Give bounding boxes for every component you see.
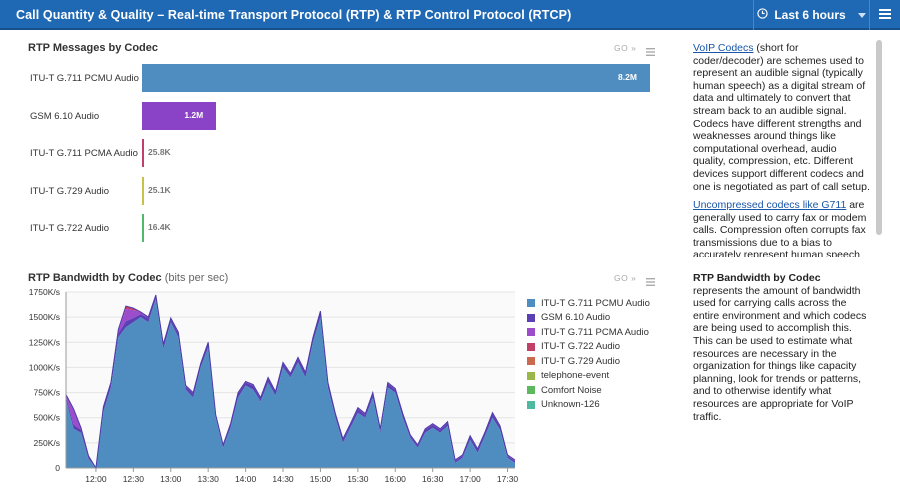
y-tick-label: 750K/s	[34, 388, 60, 398]
y-tick-label: 1500K/s	[29, 312, 60, 322]
x-tick-label: 13:00	[160, 474, 182, 484]
uncompressed-description-text: are generally used to carry fax or modem…	[693, 199, 867, 257]
legend-item[interactable]: telephone-event	[527, 369, 650, 384]
x-tick-label: 14:30	[272, 474, 294, 484]
bandwidth-panel-subtitle: (bits per sec)	[164, 272, 229, 284]
legend-swatch	[527, 386, 535, 395]
x-tick-label: 16:00	[385, 474, 407, 484]
time-range-dropdown[interactable]: Last 6 hours	[753, 0, 869, 30]
legend-label: ITU-T G.711 PCMU Audio	[541, 297, 650, 309]
legend-label: ITU-T G.711 PCMA Audio	[541, 326, 649, 338]
messages-panel-menu-icon[interactable]	[646, 43, 655, 61]
bar-value-label: 25.1K	[148, 184, 171, 195]
x-tick-label: 15:00	[310, 474, 332, 484]
bar-value-label: 8.2M	[618, 72, 637, 82]
bar-category-label: ITU-T G.711 PCMA Audio	[30, 148, 138, 160]
legend-item[interactable]: GSM 6.10 Audio	[527, 311, 650, 326]
x-tick-label: 15:30	[347, 474, 369, 484]
page-header: Call Quantity & Quality – Real-time Tran…	[0, 0, 900, 30]
y-tick-label: 500K/s	[34, 413, 60, 423]
codec-description-text: (short for coder/decoder) are schemes us…	[693, 42, 870, 193]
area-series	[66, 299, 515, 468]
time-range-label: Last 6 hours	[774, 8, 846, 22]
message-bar[interactable]	[142, 64, 650, 92]
y-tick-label: 1750K/s	[29, 287, 60, 297]
legend-label: Comfort Noise	[541, 384, 602, 396]
sidebar-scrollbar[interactable]	[876, 40, 882, 235]
bandwidth-description: RTP Bandwidth by Codec represents the am…	[693, 272, 873, 423]
codec-description: VoIP Codecs (short for coder/decoder) ar…	[693, 42, 871, 193]
legend-label: ITU-T G.729 Audio	[541, 355, 621, 367]
page-title: Call Quantity & Quality – Real-time Tran…	[16, 8, 572, 22]
legend-item[interactable]: ITU-T G.711 PCMU Audio	[527, 296, 650, 311]
y-tick-label: 1000K/s	[29, 362, 60, 372]
x-tick-label: 13:30	[198, 474, 220, 484]
legend-item[interactable]: ITU-T G.722 Audio	[527, 340, 650, 355]
x-tick-label: 17:30	[497, 474, 519, 484]
bar-category-label: GSM 6.10 Audio	[30, 110, 100, 122]
message-bar[interactable]	[142, 176, 144, 205]
message-bar[interactable]	[142, 139, 144, 168]
bar-value-label: 1.2M	[184, 109, 204, 120]
messages-panel-title: RTP Messages by Codec	[28, 42, 159, 54]
x-tick-label: 12:00	[85, 474, 107, 484]
legend-item[interactable]: Unknown-126	[527, 398, 650, 413]
message-bar[interactable]	[142, 101, 217, 130]
bandwidth-panel-menu-icon[interactable]	[646, 273, 655, 291]
legend-swatch	[527, 328, 535, 337]
legend-label: Unknown-126	[541, 399, 600, 411]
y-tick-label: 250K/s	[34, 438, 60, 448]
clock-icon	[757, 8, 768, 22]
bar-value-label: 16.4K	[148, 222, 171, 233]
legend-item[interactable]: ITU-T G.711 PCMA Audio	[527, 325, 650, 340]
legend-item[interactable]: ITU-T G.729 Audio	[527, 354, 650, 369]
bar-category-label: ITU-T G.711 PCMU Audio	[30, 73, 139, 84]
x-tick-label: 14:00	[235, 474, 257, 484]
uncompressed-description: Uncompressed codecs like G711 are genera…	[693, 199, 871, 257]
legend-swatch	[527, 371, 535, 380]
bandwidth-panel-title: RTP Bandwidth by Codec (bits per sec)	[28, 272, 228, 284]
legend-swatch	[527, 299, 535, 308]
y-tick-label: 0	[55, 463, 60, 473]
legend-swatch	[527, 313, 535, 322]
message-bar[interactable]	[142, 214, 144, 243]
bandwidth-area-chart: 0 250K/s 500K/s 750K/s 1000K/s 1250K/s 1500K/s…	[29, 287, 519, 484]
uncompressed-codecs-link[interactable]: Uncompressed codecs like G711	[693, 199, 847, 211]
x-tick-label: 17:00	[459, 474, 481, 484]
messages-go-link[interactable]: GO »	[614, 43, 637, 53]
legend-swatch	[527, 400, 535, 409]
bar-category-label: ITU-T G.722 Audio	[30, 223, 110, 235]
bandwidth-panel-title-text: RTP Bandwidth by Codec	[28, 272, 162, 284]
bandwidth-legend: ITU-T G.711 PCMU Audio GSM 6.10 Audio ITU-…	[527, 296, 650, 412]
area-top-line	[65, 294, 516, 470]
legend-label: ITU-T G.722 Audio	[541, 341, 621, 353]
legend-item[interactable]: Comfort Noise	[527, 383, 650, 398]
y-tick-label: 1250K/s	[29, 337, 60, 347]
legend-swatch	[527, 342, 535, 351]
voip-codecs-link[interactable]: VoIP Codecs	[693, 42, 754, 54]
hamburger-icon	[879, 6, 891, 24]
legend-swatch	[527, 357, 535, 366]
bandwidth-go-link[interactable]: GO »	[614, 273, 637, 283]
caret-down-icon	[857, 8, 866, 22]
bandwidth-description-text: represents the amount of bandwidth used …	[693, 284, 867, 423]
legend-label: GSM 6.10 Audio	[541, 312, 611, 324]
legend-label: telephone-event	[541, 370, 610, 382]
bar-category-label: ITU-T G.729 Audio	[30, 185, 110, 197]
x-tick-label: 12:30	[123, 474, 145, 484]
main-menu-button[interactable]	[869, 0, 900, 30]
bandwidth-description-heading: RTP Bandwidth by Codec	[693, 272, 821, 284]
x-tick-label: 16:30	[422, 474, 444, 484]
bar-value-label: 25.8K	[148, 147, 171, 158]
